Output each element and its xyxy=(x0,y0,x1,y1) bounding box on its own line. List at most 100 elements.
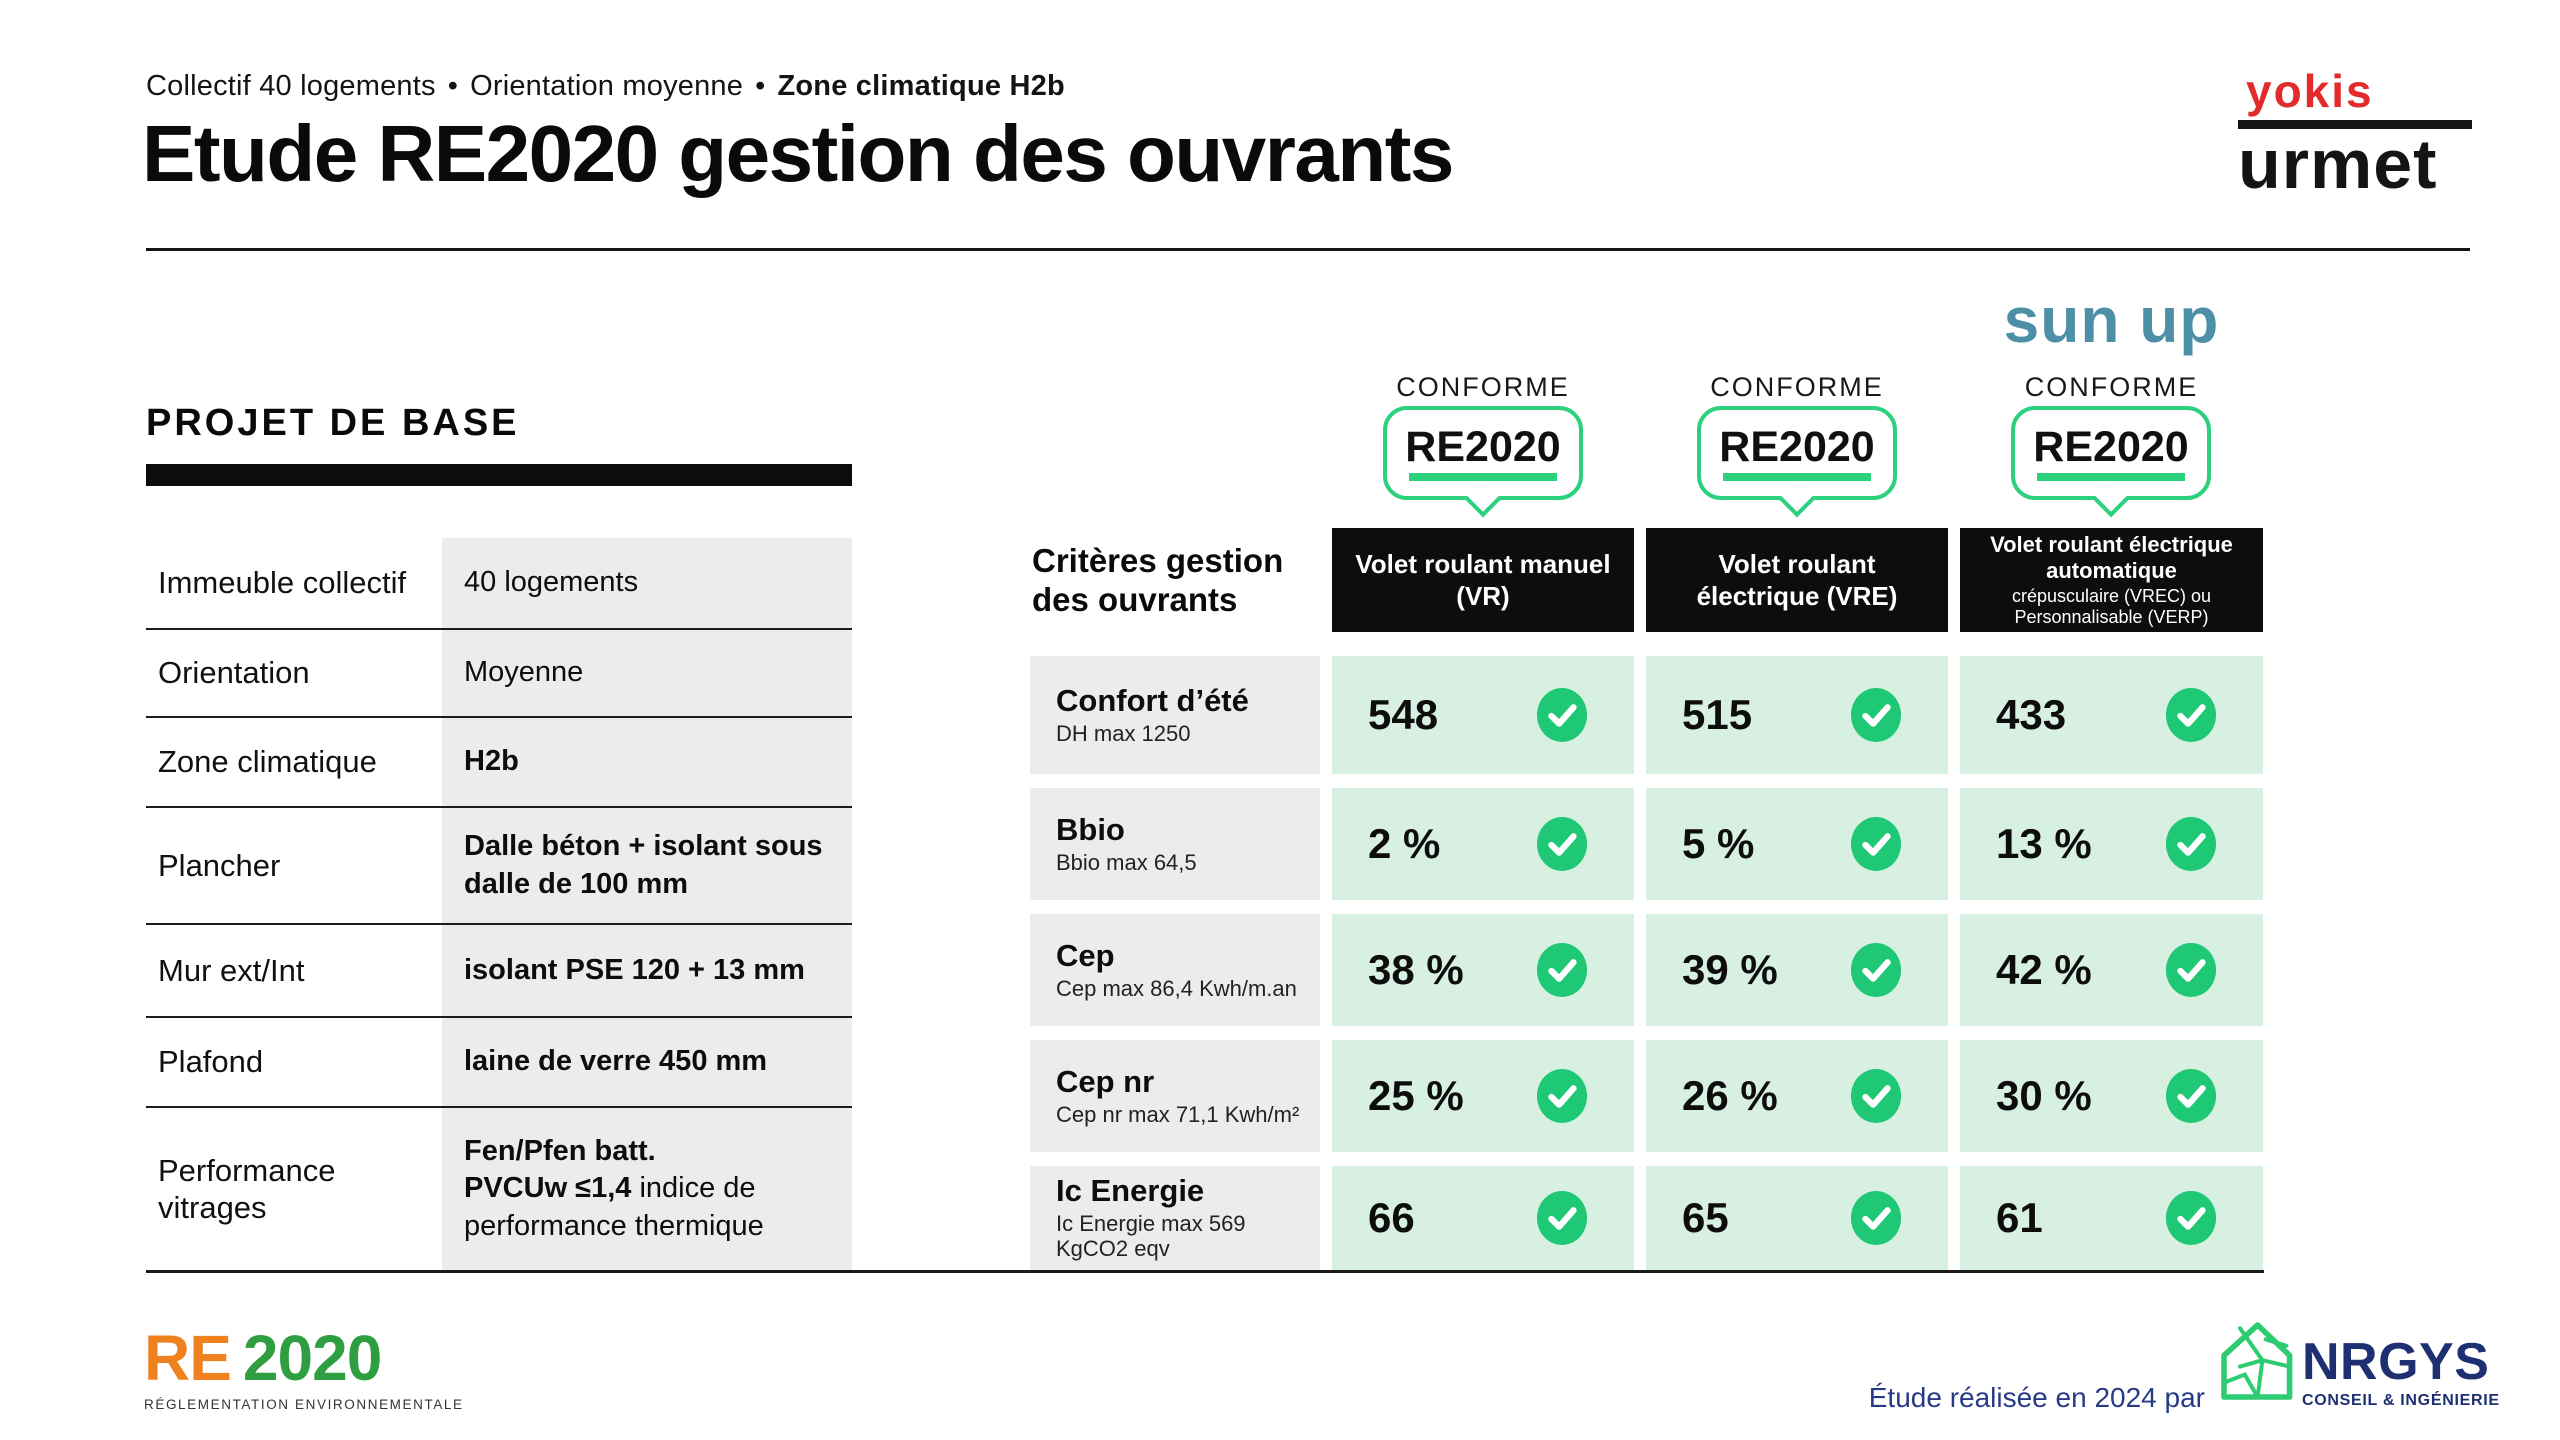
nrgys-logo: NRGYS CONSEIL & INGÉNIERIE xyxy=(2302,1336,2500,1410)
row-label: Mur ext/Int xyxy=(158,952,305,988)
re2020-badge-label: RE2020 xyxy=(1719,422,1875,471)
row-value: H2b xyxy=(442,718,852,806)
row-value: Fen/Pfen batt. PVCUw ≤1,4 indice de perfo… xyxy=(442,1108,852,1270)
criterion-label: Cep nr Cep nr max 71,1 Kwh/m² xyxy=(1030,1040,1320,1152)
table-bottom-divider xyxy=(146,1270,2264,1273)
check-icon xyxy=(1536,817,1588,871)
value-cell: 39 % xyxy=(1646,914,1948,1026)
check-icon xyxy=(2165,1191,2217,1245)
comparison-table: Confort d’été DH max 1250 548 515 433 Bb… xyxy=(1030,656,2263,1270)
check-icon xyxy=(1536,688,1588,742)
value-cell: 548 xyxy=(1332,656,1634,774)
badge-tail xyxy=(1778,480,1816,518)
breadcrumb: Collectif 40 logements • Orientation moyen… xyxy=(146,70,1065,103)
nrgys-house-icon xyxy=(2221,1322,2293,1400)
check-icon xyxy=(1850,1191,1902,1245)
check-icon xyxy=(1850,817,1902,871)
criterion-label: Bbio Bbio max 64,5 xyxy=(1030,788,1320,900)
re2020-conformity-badge: RE2020 xyxy=(2011,406,2211,518)
badge-underline xyxy=(2037,472,2185,481)
value-cell: 13 % xyxy=(1960,788,2263,900)
row-label: Performance vitrages xyxy=(158,1152,336,1225)
page-title: Etude RE2020 gestion des ouvrants xyxy=(142,109,1454,198)
re2020-logo: RE 2020 RÉGLEMENTATION ENVIRONNEMENTALE xyxy=(144,1326,464,1412)
row-value: laine de verre 450 mm xyxy=(442,1018,852,1106)
row-label: Immeuble collectif xyxy=(158,565,407,601)
re2020-logo-year: 2020 xyxy=(242,1322,382,1394)
badge-underline xyxy=(1723,472,1871,481)
urmet-wordmark: urmet xyxy=(2238,125,2438,203)
column-header-vre: Volet roulant électrique (VRE) xyxy=(1646,528,1948,632)
nrgys-wordmark: NRGYS xyxy=(2302,1333,2490,1391)
value-cell: 61 xyxy=(1960,1166,2263,1270)
value-cell: 42 % xyxy=(1960,914,2263,1026)
sunup-logo: sun up xyxy=(2003,284,2220,356)
value-cell: 25 % xyxy=(1332,1040,1634,1152)
column-header-vrec-verp: Volet roulant électrique automatique cré… xyxy=(1960,528,2263,632)
check-icon xyxy=(1850,943,1902,997)
table-row: Plafond laine de verre 450 mm xyxy=(146,1018,852,1108)
value-cell: 5 % xyxy=(1646,788,1948,900)
table-row: Zone climatique H2b xyxy=(146,718,852,808)
row-value: Dalle béton + isolant sous dalle de 100 … xyxy=(442,808,852,923)
badge-tail xyxy=(2092,480,2130,518)
check-icon xyxy=(2165,688,2217,742)
badge-underline xyxy=(1409,472,1557,481)
re2020-conformity-badge: RE2020 xyxy=(1697,406,1897,518)
table-row: Plancher Dalle béton + isolant sous dall… xyxy=(146,808,852,925)
table-row: Performance vitrages Fen/Pfen batt. PVCUw… xyxy=(146,1108,852,1270)
value-cell: 30 % xyxy=(1960,1040,2263,1152)
check-icon xyxy=(2165,943,2217,997)
check-icon xyxy=(1850,1069,1902,1123)
check-icon xyxy=(1536,1069,1588,1123)
re2020-logo-re: RE xyxy=(144,1322,232,1394)
table-row: Immeuble collectif 40 logements xyxy=(146,538,852,630)
urmet-logo-bar xyxy=(2238,120,2472,129)
row-label: Plafond xyxy=(158,1044,264,1080)
conforme-label: CONFORME xyxy=(1396,372,1570,402)
yokis-urmet-logo: yokis urmet xyxy=(2238,65,2472,203)
value-cell: 26 % xyxy=(1646,1040,1948,1152)
breadcrumb-item: Zone climatique H2b xyxy=(777,70,1065,102)
row-value: isolant PSE 120 + 13 mm xyxy=(442,925,852,1016)
check-icon xyxy=(1536,1191,1588,1245)
row-value: 40 logements xyxy=(442,538,852,628)
table-row: Orientation Moyenne xyxy=(146,630,852,718)
criteria-heading: Critères gestion des ouvrants xyxy=(1032,542,1284,618)
criterion-label: Ic Energie Ic Energie max 569 KgCO2 eqv xyxy=(1030,1166,1320,1270)
yokis-wordmark: yokis xyxy=(2246,65,2374,117)
conforme-label: CONFORME xyxy=(2024,372,2199,402)
value-cell: 38 % xyxy=(1332,914,1634,1026)
check-icon xyxy=(2165,1069,2217,1123)
check-icon xyxy=(1536,943,1588,997)
re2020-badge-label: RE2020 xyxy=(2033,422,2189,471)
header-divider xyxy=(146,248,2470,251)
check-icon xyxy=(2165,817,2217,871)
base-project-table: Immeuble collectif 40 logements Orientat… xyxy=(146,538,852,1270)
criterion-label: Confort d’été DH max 1250 xyxy=(1030,656,1320,774)
value-cell: 515 xyxy=(1646,656,1948,774)
check-icon xyxy=(1850,688,1902,742)
value-cell: 2 % xyxy=(1332,788,1634,900)
study-credit: Étude réalisée en 2024 par xyxy=(1868,1382,2205,1413)
re2020-logo-subtitle: RÉGLEMENTATION ENVIRONNEMENTALE xyxy=(144,1397,464,1412)
value-cell: 66 xyxy=(1332,1166,1634,1270)
re2020-badge-label: RE2020 xyxy=(1405,422,1561,471)
row-label: Zone climatique xyxy=(158,744,377,780)
criterion-label: Cep Cep max 86,4 Kwh/m.an xyxy=(1030,914,1320,1026)
column-header-vr: Volet roulant manuel (VR) xyxy=(1332,528,1634,632)
base-project-heading: PROJET DE BASE xyxy=(146,402,520,444)
breadcrumb-separator: • xyxy=(755,70,766,102)
value-cell: 65 xyxy=(1646,1166,1948,1270)
breadcrumb-item: Orientation moyenne xyxy=(470,70,744,102)
re2020-conformity-badge: RE2020 xyxy=(1383,406,1583,518)
badge-tail xyxy=(1464,480,1502,518)
breadcrumb-item: Collectif 40 logements xyxy=(146,70,436,102)
table-row: Mur ext/Int isolant PSE 120 + 13 mm xyxy=(146,925,852,1018)
row-label: Orientation xyxy=(158,655,310,691)
row-label: Plancher xyxy=(158,847,281,883)
conforme-label: CONFORME xyxy=(1710,372,1884,402)
value-cell: 433 xyxy=(1960,656,2263,774)
nrgys-subtitle: CONSEIL & INGÉNIERIE xyxy=(2302,1392,2500,1409)
